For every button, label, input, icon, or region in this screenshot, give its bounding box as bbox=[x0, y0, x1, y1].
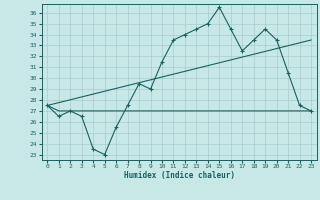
X-axis label: Humidex (Indice chaleur): Humidex (Indice chaleur) bbox=[124, 171, 235, 180]
